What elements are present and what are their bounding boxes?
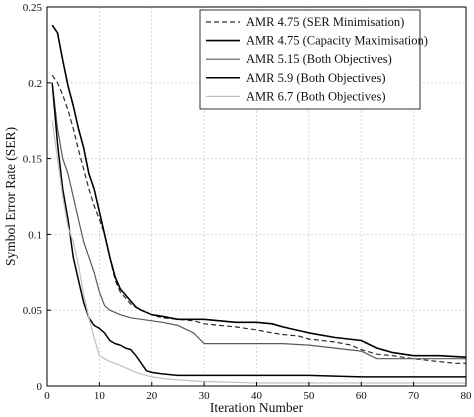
legend-label: AMR 6.7 (Both Objectives) <box>246 89 386 103</box>
x-tick-label: 20 <box>146 390 158 402</box>
y-tick-label: 0.25 <box>23 2 43 14</box>
legend-label: AMR 5.15 (Both Objectives) <box>246 52 392 66</box>
y-tick-label: 0.05 <box>23 305 43 317</box>
legend-label: AMR 4.75 (SER Minimisation) <box>246 15 404 29</box>
x-tick-label: 40 <box>251 390 263 402</box>
x-tick-label: 10 <box>94 390 106 402</box>
y-tick-label: 0.15 <box>23 154 43 166</box>
y-axis-label: Symbol Error Rate (SER) <box>3 127 18 266</box>
series-lines <box>51 24 467 384</box>
series-line <box>51 82 466 360</box>
legend-label: AMR 4.75 (Capacity Maximisation) <box>246 34 428 48</box>
x-axis-label: Iteration Number <box>210 400 304 415</box>
series-line <box>51 24 467 358</box>
y-tick-label: 0.2 <box>28 78 42 90</box>
x-tick-label: 30 <box>199 390 211 402</box>
series-line <box>51 82 466 378</box>
x-tick-label: 50 <box>303 390 315 402</box>
x-tick-label: 80 <box>461 390 473 402</box>
legend-label: AMR 5.9 (Both Objectives) <box>246 71 386 85</box>
y-axis-ticks: 0 0.05 0.1 0.15 0.2 0.25 <box>23 2 51 393</box>
x-tick-label: 60 <box>356 390 368 402</box>
x-tick-label: 0 <box>44 390 50 402</box>
grid-lines <box>47 7 466 386</box>
series-line <box>51 120 466 384</box>
legend: AMR 4.75 (SER Minimisation) AMR 4.75 (Cap… <box>199 9 428 110</box>
y-tick-label: 0 <box>37 381 43 393</box>
y-tick-label: 0.1 <box>28 229 42 241</box>
x-tick-label: 70 <box>408 390 420 402</box>
x-axis-ticks: 0 10 20 30 40 50 60 70 80 <box>44 382 472 402</box>
